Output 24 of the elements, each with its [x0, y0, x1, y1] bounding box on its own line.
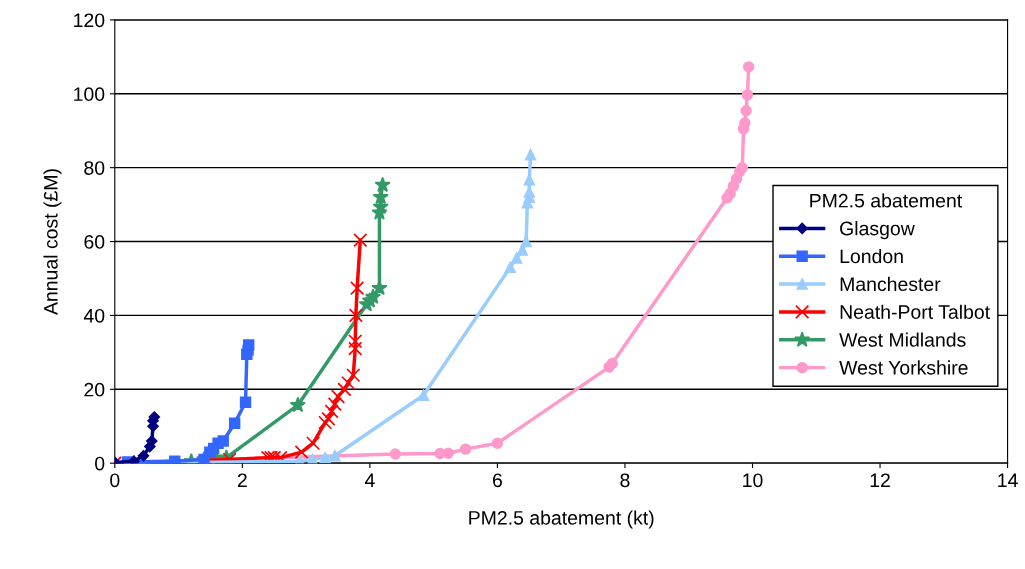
x-tick-label: 4 — [364, 473, 375, 487]
x-tick-label: 12 — [870, 473, 890, 487]
x-axis-title: PM2.5 abatement (kt) — [469, 510, 654, 529]
legend-label: Neath-Port Talbot — [840, 304, 990, 319]
x-tick-label: 0 — [110, 473, 120, 488]
legend-title: PM2.5 abatement — [810, 193, 963, 208]
legend-label: London — [840, 248, 903, 264]
y-tick-label: 20 — [84, 382, 105, 397]
legend-label: Manchester — [840, 276, 941, 292]
x-tick-label: 8 — [620, 473, 630, 488]
legend-label: West Yorkshire — [839, 360, 968, 375]
legend-label: Glasgow — [840, 221, 915, 240]
x-tick-label: 14 — [998, 473, 1018, 487]
y-tick-label: 120 — [74, 13, 105, 28]
y-tick-label: 80 — [84, 161, 105, 175]
x-tick-label: 2 — [237, 473, 247, 487]
y-axis-title: Annual cost (£M) — [43, 169, 62, 315]
y-tick-label: 60 — [84, 235, 105, 249]
legend-label: West Midlands — [839, 332, 966, 347]
x-tick-label: 6 — [493, 473, 502, 488]
y-tick-label: 40 — [83, 308, 105, 323]
y-tick-label: 0 — [95, 456, 105, 471]
y-tick-label: 100 — [74, 87, 105, 102]
x-tick-label: 10 — [743, 473, 763, 488]
